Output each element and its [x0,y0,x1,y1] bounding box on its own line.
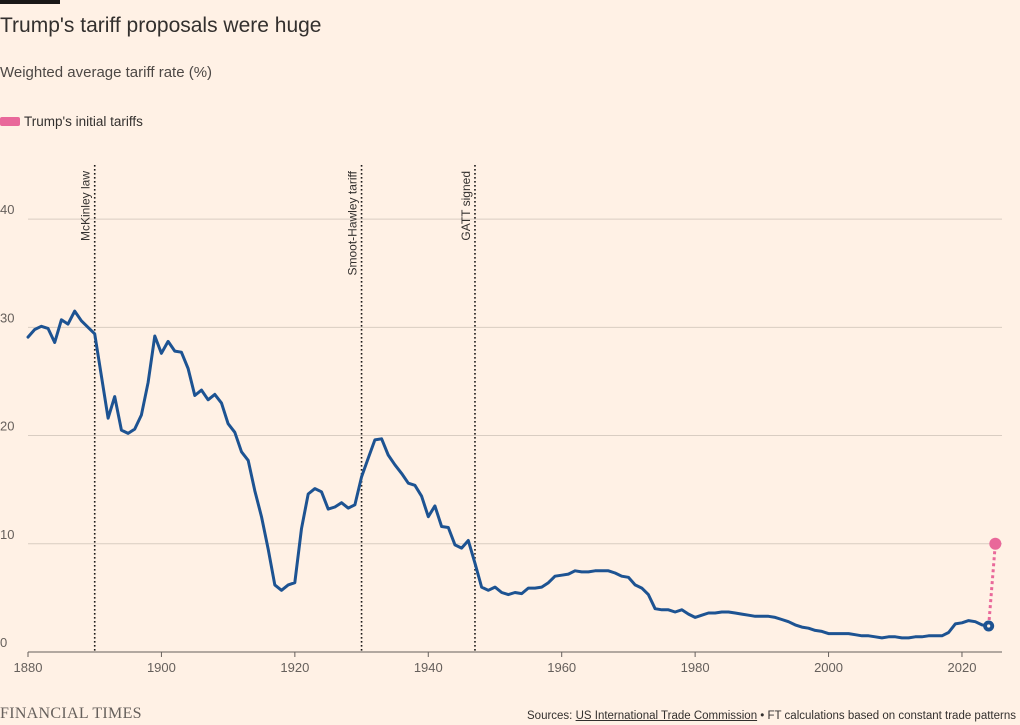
y-tick-label: 40 [0,202,14,217]
legend: Trump's initial tariffs [0,114,143,129]
source-suffix: • FT calculations based on constant trad… [757,710,1016,722]
legend-swatch [0,117,20,126]
x-tick-label: 2020 [948,660,977,675]
y-tick-label: 30 [0,310,14,325]
legend-label: Trump's initial tariffs [24,114,143,129]
x-tick-label: 1900 [147,660,176,675]
y-tick-label: 20 [0,419,14,434]
annotation-label: Smoot-Hawley tariff [346,170,360,275]
annotation-label: McKinley law [79,171,93,241]
source-link[interactable]: US International Trade Commission [575,710,758,722]
x-tick-label: 2000 [814,660,843,675]
ft-logo: FINANCIAL TIMES [0,705,142,722]
y-tick-label: 10 [0,527,14,542]
source-note: Sources: US International Trade Commissi… [527,710,1016,722]
tariff-series-line [26,309,991,640]
x-tick-label: 1940 [414,660,443,675]
y-tick-label: 0 [0,635,7,650]
chart-title: Trump's tariff proposals were huge [0,14,322,37]
annotation-label: GATT signed [459,171,473,241]
trump-projection-line [987,543,997,627]
x-tick-label: 1960 [547,660,576,675]
x-tick-label: 1920 [280,660,309,675]
brand-bar [0,0,60,4]
source-prefix: Sources: [527,710,576,722]
trump-tariff-point [989,537,1002,550]
x-tick-label: 1880 [14,660,43,675]
current-tariff-point-center [987,624,991,628]
x-tick-label: 1980 [681,660,710,675]
chart-subtitle: Weighted average tariff rate (%) [0,64,213,81]
